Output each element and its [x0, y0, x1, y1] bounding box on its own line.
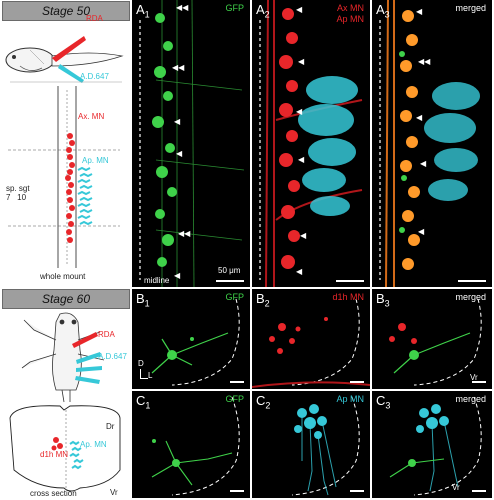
stage50-title: Stage 50	[2, 1, 130, 21]
rda-injection-marker	[52, 36, 86, 62]
panel-c2-channel: Ap MN	[336, 394, 364, 404]
arrowhead: ◀◀	[176, 3, 189, 12]
arrowhead: ◀	[416, 7, 423, 16]
stage50-ap-mn-label: Ap. MN	[82, 156, 109, 165]
a647-injection-markers-60	[75, 352, 102, 384]
panel-b3: B3 merged Vr	[372, 289, 492, 389]
gfp-image-b1	[151, 298, 240, 386]
axis-l-label: L	[148, 371, 153, 380]
ap-mn-marks-60	[69, 440, 84, 470]
appendicular-mn-marks	[77, 166, 93, 226]
arrowhead: ◀◀	[418, 57, 431, 66]
arrowhead: ◀	[298, 155, 305, 164]
stage60-title: Stage 60	[2, 289, 130, 309]
vr-label-c3: Vr	[452, 483, 460, 492]
panel-a3-label: A3	[376, 2, 390, 20]
arrowhead: ◀	[296, 107, 303, 116]
scale-bar-b1	[230, 381, 244, 383]
arrowhead: ◀	[418, 227, 425, 236]
arrowhead: ◀◀	[178, 229, 191, 238]
panel-c3-label: C3	[376, 393, 391, 411]
scale-bar-a2	[336, 280, 364, 282]
stage60-rda-label: RDA	[98, 330, 115, 339]
merged-image-b3	[389, 298, 482, 386]
arrowhead: ◀	[174, 271, 181, 280]
stage60-a647-label: A.D.647	[98, 352, 127, 361]
panel-b1: B1 GFP D L	[132, 289, 250, 389]
panel-a1-label: A1	[136, 2, 150, 20]
scale-bar-a1	[216, 280, 244, 282]
scale-bar-label: 50 μm	[218, 266, 241, 275]
panel-a1-channel: GFP	[225, 3, 244, 13]
axis-l-line	[140, 378, 148, 379]
stage50-segment-label: sp. sgt 7 10	[6, 184, 30, 202]
panel-a2-channel: Ax MN Ap MN	[336, 3, 364, 24]
axial-mn-dots	[65, 133, 75, 243]
panel-c3-channel: merged	[455, 394, 486, 404]
panel-a2-label: A2	[256, 2, 270, 20]
stage60-schematic	[9, 312, 121, 492]
panel-c3: C3 merged Vr	[372, 391, 492, 498]
vr-label-b3: Vr	[470, 373, 478, 382]
scale-bar-c1	[230, 490, 244, 492]
arrowhead: ◀	[174, 117, 181, 126]
arrowhead: ◀	[300, 231, 307, 240]
merged-image-a3	[379, 0, 480, 287]
stage50-ax-mn-label: Ax. MN	[78, 112, 105, 121]
scale-bar-b2	[350, 381, 364, 383]
arrowhead: ◀◀	[172, 63, 185, 72]
arrowhead: ◀	[296, 5, 303, 14]
merged-image-c3	[389, 396, 482, 496]
panel-a2: A2 Ax MN Ap MN ◀ ◀ ◀ ◀ ◀ ◀	[252, 0, 370, 287]
rda-injection-marker-60	[72, 332, 98, 348]
arrowhead: ◀	[296, 267, 303, 276]
scale-bar-c3	[472, 490, 486, 492]
panel-b2-label: B2	[256, 291, 270, 309]
stage50-whole-mount-label: whole mount	[40, 272, 86, 281]
gfp-image-c1	[151, 396, 240, 496]
panel-c2: C2 Ap MN	[252, 391, 370, 498]
a647-injection-marker	[58, 64, 84, 83]
scale-bar-c2	[350, 490, 364, 492]
panel-c1-channel: GFP	[225, 394, 244, 404]
panel-b2-channel: d1h MN	[332, 292, 364, 302]
stage50-a647-label: A.D.647	[80, 72, 109, 81]
scale-bar-a3	[458, 280, 486, 282]
panel-b3-channel: merged	[455, 292, 486, 302]
stage50-rda-label: RDA	[86, 14, 103, 23]
panel-c2-label: C2	[256, 393, 271, 411]
panel-c1: C1 GFP	[132, 391, 250, 498]
panel-a1: A1 GFP midline 50 μm ◀◀ ◀◀ ◀ ◀ ◀◀ ◀	[132, 0, 250, 287]
midline-label: midline	[144, 276, 170, 285]
axis-d-label: D	[138, 359, 144, 368]
arrowhead: ◀	[176, 149, 183, 158]
panel-a3: A3 merged ◀ ◀◀ ◀ ◀ ◀	[372, 0, 492, 287]
ap-image-c2	[291, 396, 360, 496]
stage50-schematic	[5, 36, 124, 268]
arrowhead: ◀	[420, 159, 427, 168]
stage60-cross-section-label: cross section	[30, 489, 77, 498]
arrowhead: ◀	[298, 57, 305, 66]
panel-b1-channel: GFP	[225, 292, 244, 302]
panel-c1-label: C1	[136, 393, 151, 411]
panel-b3-label: B3	[376, 291, 390, 309]
gfp-image-a1	[139, 0, 245, 287]
stage60-d1h-mn-label: d1h MN	[40, 450, 69, 459]
tadpole-illustration	[5, 47, 124, 73]
stage60-ap-mn-label: Ap. MN	[80, 440, 107, 449]
arrowhead: ◀	[416, 113, 423, 122]
axis-d-line	[140, 369, 141, 379]
rda-ap-image-a2	[259, 0, 363, 287]
panel-a3-channel: merged	[455, 3, 486, 13]
froglet-illustration	[21, 312, 105, 403]
rda-image-b2	[252, 298, 370, 388]
stage60-dr-label: Dr	[106, 422, 115, 431]
stage60-vr-label: Vr	[110, 488, 118, 497]
scale-bar-b3	[472, 381, 486, 383]
d1h-mn-dots	[51, 437, 63, 451]
panel-b1-label: B1	[136, 291, 150, 309]
panel-b2: B2 d1h MN	[252, 289, 370, 389]
